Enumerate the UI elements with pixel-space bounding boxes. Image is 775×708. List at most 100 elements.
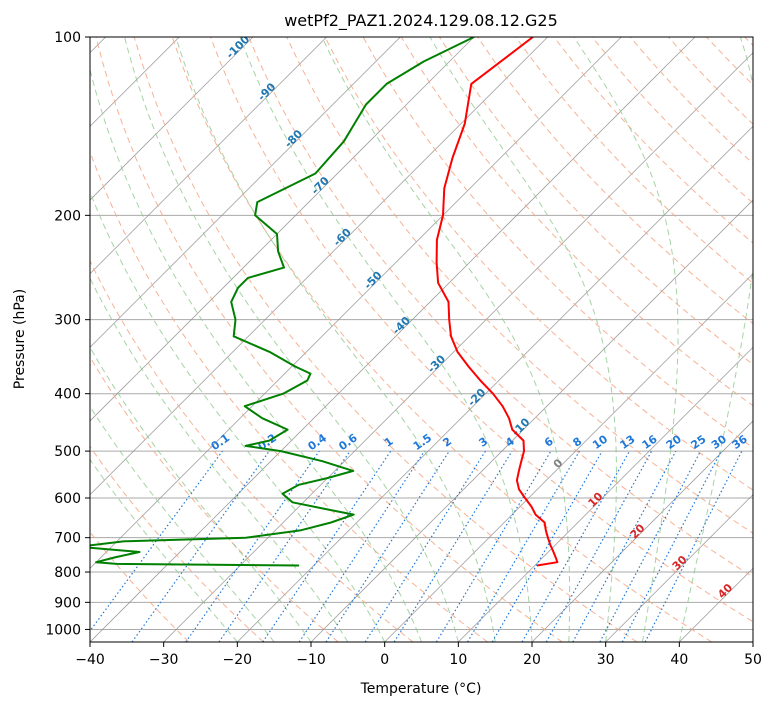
mixing-ratio-line — [599, 450, 702, 642]
isotherm-label: -40 — [390, 314, 413, 337]
mixing-ratio-line — [90, 450, 223, 632]
isotherm-line — [237, 125, 753, 642]
x-tick-label: 0 — [380, 652, 389, 668]
moist-adiabat-line — [239, 37, 533, 642]
mixing-ratio-label: 8 — [571, 435, 585, 450]
y-tick-label: 200 — [54, 208, 81, 224]
isotherm-line — [679, 567, 753, 642]
isotherm-line — [310, 199, 753, 642]
mixing-ratio-line — [364, 450, 486, 642]
moist-adiabat-line — [429, 37, 617, 642]
isotherm-label: -30 — [425, 352, 448, 375]
mixing-ratio-line — [545, 450, 653, 642]
temperature-line — [435, 37, 559, 567]
isotherm-line — [90, 37, 475, 422]
mixing-ratio-label: 25 — [689, 432, 709, 451]
mixing-ratio-line — [262, 450, 392, 642]
isotherm-line — [90, 37, 696, 642]
dry-adiabat-line — [90, 445, 264, 642]
mixing-ratio-line — [466, 450, 580, 642]
mixing-ratio-label: 3 — [477, 435, 491, 450]
isotherm-label: 20 — [628, 521, 648, 541]
mixing-ratio-line — [325, 450, 450, 642]
x-tick-label: −40 — [75, 652, 105, 668]
isotherm-line — [90, 37, 254, 201]
y-tick-label: 1000 — [45, 622, 81, 638]
dry-adiabat-line — [133, 37, 638, 642]
isotherm-label: -70 — [309, 174, 332, 197]
mixing-ratio-line — [185, 450, 320, 642]
mixing-ratio-label: 0.1 — [209, 431, 232, 453]
mixing-ratio-label: 13 — [617, 433, 637, 452]
mixing-ratio-label: 0.4 — [306, 431, 330, 453]
y-tick-label: 700 — [54, 531, 81, 547]
chart-title: wetPf2_PAZ1.2024.129.08.12.G25 — [284, 11, 558, 31]
axes: −40 −30 −20 −10 0 10 20 30 40 50 100 200 300 400 500 60… — [45, 30, 762, 668]
isotherm-label: 40 — [715, 581, 735, 601]
isotherm-line — [384, 273, 753, 642]
dry-adiabat-line — [90, 531, 190, 642]
mixing-ratio-label: 20 — [664, 432, 684, 452]
mixing-ratio-line — [218, 450, 351, 642]
y-axis-label: Pressure (hPa) — [12, 289, 28, 389]
isotherm-line — [90, 37, 548, 496]
moist-adiabat-line — [678, 37, 753, 642]
moist-adiabat-line — [175, 37, 496, 642]
mixing-ratio-line — [491, 450, 603, 642]
isotherm-label: -50 — [361, 269, 384, 292]
mixing-ratio-label: 10 — [590, 432, 610, 452]
y-tick-label: 400 — [54, 387, 81, 403]
moist-adiabat-line — [124, 37, 459, 642]
mixing-ratio-label: 30 — [709, 432, 729, 452]
x-tick-label: 50 — [744, 652, 762, 668]
x-tick-label: −30 — [149, 652, 179, 668]
isotherm-line — [605, 494, 753, 642]
dry-adiabat-line — [591, 37, 753, 204]
mixing-ratio-line — [572, 450, 677, 642]
isotherm-label: -80 — [282, 127, 305, 150]
mixing-ratio-line — [393, 450, 513, 642]
dry-adiabat-line — [744, 37, 753, 47]
dry-adiabat-line — [171, 37, 712, 642]
y-tick-label: 500 — [54, 444, 81, 460]
x-tick-label: 20 — [523, 652, 541, 668]
isotherm-label: -10 — [509, 415, 532, 438]
mixing-ratio-label: 16 — [640, 432, 660, 452]
isotherm-label: 10 — [586, 490, 606, 510]
isotherm-line — [163, 52, 753, 642]
moist-adiabat-line — [90, 346, 312, 642]
mixing-ratio-line — [435, 450, 552, 642]
isotherm-line — [531, 420, 753, 642]
plot-frame — [89, 36, 754, 643]
mixing-ratio-label: 0.6 — [336, 431, 360, 453]
moist-adiabat-line — [90, 405, 275, 642]
moist-adiabat-line — [90, 67, 422, 642]
y-tick-label: 300 — [54, 313, 81, 329]
dry-adiabat-line — [90, 356, 339, 642]
dry-adiabat-line — [515, 37, 753, 284]
mixing-ratio-label: 1 — [382, 435, 396, 450]
y-tick-label: 800 — [54, 565, 81, 581]
moist-adiabat-line — [90, 458, 238, 642]
mixing-ratio-label: 1.5 — [411, 431, 434, 453]
dry-adiabat-line — [90, 259, 414, 642]
y-tick-label: 100 — [54, 30, 81, 46]
mixing-ratio-label: 36 — [730, 432, 750, 452]
x-axis-label: Temperature (°C) — [360, 681, 482, 697]
dewpoint-line — [90, 37, 475, 567]
isotherm-line — [752, 641, 753, 642]
mixing-ratio-line — [521, 450, 631, 642]
mixing-ratio-line — [644, 450, 743, 642]
background-lines — [90, 37, 753, 642]
dry-adiabat-line — [210, 37, 753, 623]
dry-adiabat-line — [553, 37, 753, 244]
dry-adiabat-line — [438, 37, 753, 366]
isotherm-line — [90, 37, 401, 348]
dry-adiabat-line — [706, 37, 753, 86]
isotherm-label: -20 — [465, 386, 488, 409]
dry-adiabat-line — [324, 37, 753, 491]
dry-adiabat-line — [95, 37, 563, 642]
moist-adiabat-line — [90, 190, 386, 642]
sounding-series — [90, 37, 559, 567]
